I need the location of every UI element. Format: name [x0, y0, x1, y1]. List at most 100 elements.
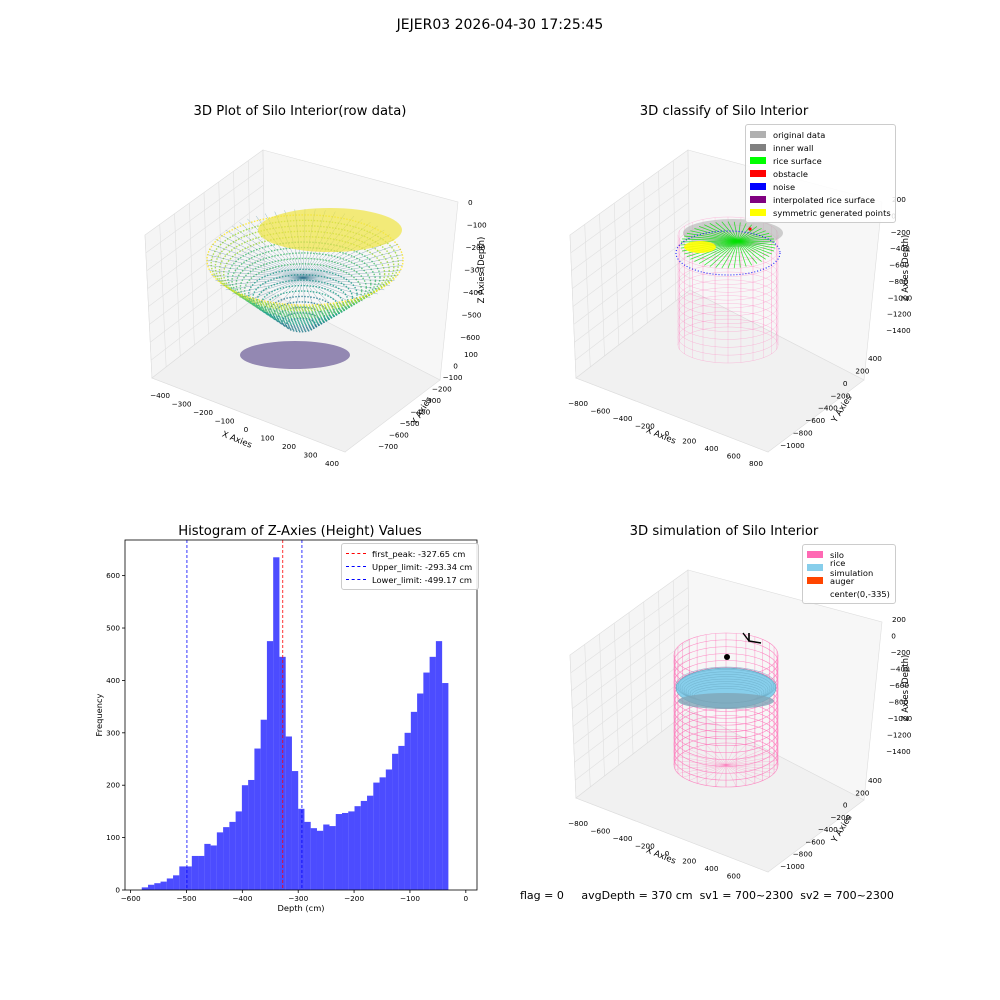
rice-surface-streak	[737, 230, 766, 242]
tick-label: −1000	[780, 862, 805, 871]
rice-surface-streak	[694, 228, 739, 242]
histogram-bar	[329, 826, 336, 890]
tick-label: 100	[261, 434, 275, 443]
cylinder-base-spoke	[674, 760, 727, 766]
histogram-title: Histogram of Z-Axies (Height) Values	[178, 524, 422, 539]
histogram-bar	[360, 800, 368, 890]
legend-item: silo	[807, 548, 891, 561]
obstacle-point	[748, 227, 752, 231]
simulation-z-ticks: 200 0 −200 −400 −600 −800 −1000 −1200 −1400	[886, 615, 913, 756]
cylinder-base-spoke	[725, 764, 775, 774]
tick-label: 800	[749, 879, 763, 880]
grid-line	[628, 612, 634, 755]
symmetric-points	[684, 241, 716, 253]
raw-x-ticks: −400−300−200−100 0 100 200 300 400	[150, 391, 339, 468]
tick-label: −1200	[887, 310, 912, 319]
point-streak	[211, 244, 304, 279]
cylinder-base-spoke	[697, 764, 727, 784]
cylinder-ring	[677, 303, 779, 340]
y-tick-label: 200	[106, 781, 120, 790]
tick-label: −100	[214, 417, 234, 426]
simulation-legend: silo rice simulation auger center(0,-335)	[802, 544, 896, 604]
center-marker	[724, 654, 730, 660]
grid-line	[643, 181, 648, 324]
y-tick-label: 0	[115, 886, 120, 895]
rice-surface-streak	[737, 240, 758, 264]
point-streak	[284, 277, 304, 310]
histogram-bar	[291, 771, 299, 890]
tick-label: 0	[244, 425, 249, 434]
point-streak	[209, 249, 304, 279]
cylinder-base-spoke	[725, 764, 778, 770]
rice-surface-streak	[690, 230, 739, 242]
grid-line	[574, 254, 690, 343]
cylinder-base-spoke	[682, 752, 727, 766]
figure-title: JEJER03 2026-04-30 17:25:45	[396, 17, 604, 33]
point-streak	[211, 275, 304, 279]
histogram-bars	[141, 557, 449, 890]
rice-surface-streak	[704, 224, 739, 242]
histogram-bar	[442, 683, 449, 890]
point-streak	[302, 277, 378, 295]
tick-label: −400	[612, 834, 632, 843]
legend-item: obstacle	[750, 167, 891, 180]
cylinder-base-spoke	[725, 743, 737, 766]
histogram-bar	[285, 736, 292, 890]
point-streak	[302, 277, 346, 307]
raw-x-axis-label: X Axies	[220, 430, 253, 451]
legend-label: noise	[773, 181, 796, 192]
tick-label: −400	[410, 408, 430, 417]
legend-item: rice surface	[750, 154, 891, 167]
tick-label: 400	[325, 459, 339, 468]
rice-surface-streak	[715, 222, 739, 242]
x-tick-label: −200	[344, 894, 364, 903]
legend-label: original data	[773, 129, 826, 140]
rice-surface-streak	[737, 240, 773, 255]
simulation-auger	[724, 632, 762, 660]
rice-surface-streak	[715, 240, 739, 268]
tick-label: −100	[467, 221, 487, 230]
point-streak	[215, 239, 304, 279]
histogram-axes-frame	[124, 539, 478, 891]
histogram-chart: −600 −500 −400 −300 −200 −100 0 0 100 200 300 400 5…	[94, 539, 478, 913]
tick-label: 0	[468, 198, 473, 207]
point-cluster-bottom	[240, 341, 350, 369]
tick-label: 200	[855, 788, 869, 797]
tick-label: −500	[400, 419, 420, 428]
legend-swatch	[750, 183, 766, 190]
tick-label: −1200	[887, 731, 912, 740]
status-sv2: sv2 = 700~2300	[800, 889, 894, 902]
histogram-bar	[335, 814, 343, 890]
legend-item: rice simulation	[807, 558, 891, 578]
simulation-y-ticks: 400 200 0 −200 −400 −600 −800 −1000	[780, 776, 882, 871]
tick-label: −600	[460, 333, 480, 342]
tick-label: 0	[891, 632, 896, 641]
floor-pane-front	[575, 289, 865, 453]
tick-label: −200	[635, 842, 655, 851]
histogram-bar	[398, 745, 405, 890]
cylinder-base-spoke	[725, 764, 763, 781]
tick-label: −600	[805, 416, 825, 425]
cylinder-base-spoke	[682, 764, 727, 778]
legend-swatch	[807, 590, 823, 597]
tick-label: 400	[868, 776, 882, 785]
histogram-bar	[229, 821, 236, 890]
point-streak	[302, 244, 399, 279]
cylinder-base-spoke	[725, 764, 770, 778]
legend-item: noise	[750, 180, 891, 193]
point-streak	[302, 277, 395, 281]
legend-item: inner wall	[750, 141, 891, 154]
histogram-x-ticks: −600 −500 −400 −300 −200 −100 0	[121, 890, 468, 903]
histogram-bar	[273, 557, 280, 890]
point-streak	[302, 275, 399, 279]
tick-label: −1400	[886, 747, 911, 756]
rice-surface-streak	[737, 240, 776, 249]
simulation-rice-surface	[675, 666, 777, 709]
tick-label: −400	[463, 288, 483, 297]
point-streak	[239, 222, 304, 279]
histogram-bar	[392, 753, 399, 890]
legend-label: first_peak: -327.65 cm	[372, 548, 466, 559]
point-streak	[207, 265, 304, 279]
tick-label: −400	[818, 825, 838, 834]
